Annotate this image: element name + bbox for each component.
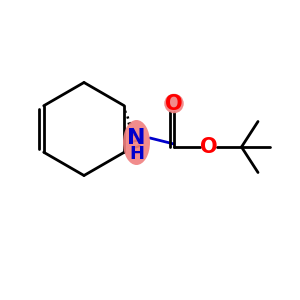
Text: O: O (165, 94, 183, 113)
Ellipse shape (164, 94, 184, 113)
Text: H: H (129, 145, 144, 163)
Text: O: O (200, 137, 217, 157)
Text: N: N (127, 128, 146, 148)
Ellipse shape (123, 120, 150, 165)
